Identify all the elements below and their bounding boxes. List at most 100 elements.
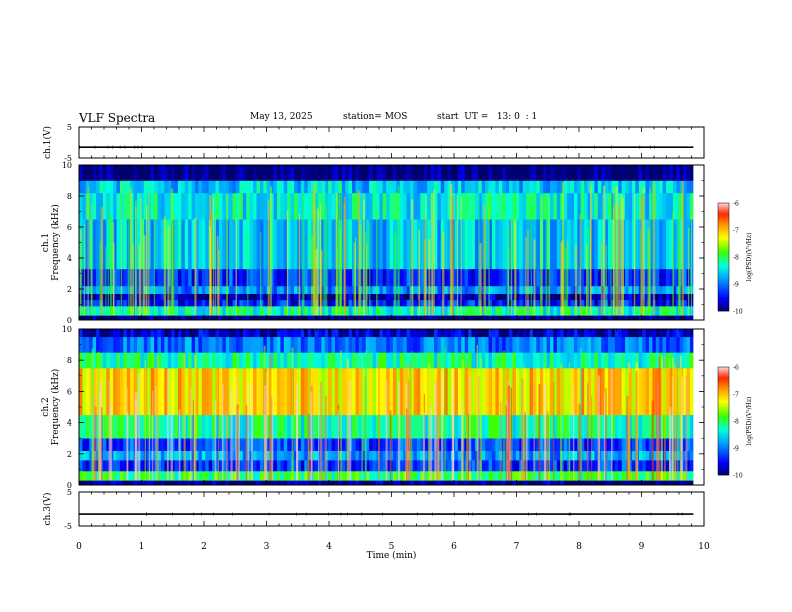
spectrogram-cell <box>597 285 602 294</box>
spectrogram-cell <box>631 480 636 486</box>
spectrogram-cell <box>198 165 203 181</box>
spectrogram-cell <box>386 180 391 194</box>
spectrogram-cell <box>488 306 493 316</box>
spectrogram-cell <box>515 352 520 369</box>
spectrogram-cell <box>666 219 670 270</box>
spectrogram-cell <box>539 368 544 416</box>
spectrogram-cell <box>338 315 343 321</box>
spectrogram-cell <box>451 329 455 338</box>
spectrogram-cell <box>471 368 476 416</box>
spectrogram-cell <box>259 165 264 181</box>
spectrogram-cell <box>294 438 298 451</box>
spectrogram-cell <box>580 336 585 353</box>
spectrogram-cell <box>276 460 281 472</box>
burst-mark <box>685 375 688 481</box>
spectrogram-cell <box>625 192 629 220</box>
spectrogram-cell <box>512 165 517 181</box>
spectrogram-cell <box>147 352 152 369</box>
spectrogram-cell <box>621 180 626 194</box>
spectrogram-cell <box>577 268 582 287</box>
spectrogram-cell <box>372 315 377 321</box>
spectrogram-cell <box>382 180 387 194</box>
spectrogram-cell <box>307 352 312 369</box>
spectrogram-cell <box>437 480 442 486</box>
spectrogram-cell <box>328 315 332 321</box>
spectrogram-cell <box>509 165 513 181</box>
spectrogram-cell <box>481 450 486 461</box>
spectrogram-cell <box>635 192 640 220</box>
burst-mark <box>217 365 220 481</box>
spectrogram-cell <box>365 329 370 338</box>
burst-mark <box>635 370 638 481</box>
spectrogram-cell <box>338 480 343 486</box>
spectrogram-cell <box>618 336 623 353</box>
spectrogram-cell <box>474 293 479 301</box>
spectrogram-cell <box>181 268 186 287</box>
spectrogram-cell <box>454 450 459 461</box>
spectrogram-cell <box>225 165 230 181</box>
spectrogram-cell <box>573 352 578 369</box>
spectrogram-cell <box>638 450 643 461</box>
spectrogram-cell <box>491 460 496 472</box>
spectrogram-cell <box>683 368 687 416</box>
burst-mark <box>319 204 322 316</box>
spectrogram-cell <box>324 368 329 416</box>
spectrogram-cell <box>273 368 278 416</box>
spectrogram-cell <box>522 368 527 416</box>
spectrogram-cell <box>413 460 418 472</box>
spectrogram-cell <box>601 450 606 461</box>
spectrogram-cell <box>300 450 305 461</box>
spectrogram-cell <box>287 336 292 353</box>
burst-mark <box>343 196 347 316</box>
spectrogram-cell <box>440 165 445 181</box>
x-tick-label: 2 <box>201 542 207 552</box>
spectrogram-cell <box>113 192 117 220</box>
burst-mark <box>467 413 469 481</box>
spectrogram-cell <box>666 460 670 472</box>
spectrogram-cell <box>102 368 107 416</box>
spectrogram-cell <box>79 192 83 220</box>
spectrogram-cell <box>686 352 691 369</box>
spectrogram-cell <box>341 336 346 353</box>
spectrogram-cell <box>614 470 619 481</box>
spectrogram-cell <box>649 299 653 307</box>
spectrogram-cell <box>590 470 595 481</box>
spectrogram-cell <box>341 165 346 181</box>
spectrogram-cell <box>608 438 612 451</box>
spectrogram-cell <box>672 352 677 369</box>
spectrogram-cell <box>461 165 466 181</box>
burst-mark <box>313 184 315 316</box>
spectrogram-cell <box>116 352 121 369</box>
burst-mark <box>560 242 563 316</box>
spectrogram-cell <box>290 192 295 220</box>
spectrogram-cell <box>143 480 148 486</box>
spectrogram-cell <box>563 165 568 181</box>
spectrogram-cell <box>584 336 588 353</box>
spectrogram-cell <box>577 299 582 307</box>
burst-mark <box>105 246 107 316</box>
spectrogram-cell <box>679 165 684 181</box>
spectrogram-cell <box>249 352 254 369</box>
spectrogram-cell <box>420 352 425 369</box>
spectrogram-cell <box>379 438 384 451</box>
spectrogram-cell <box>345 219 350 270</box>
spectrogram-cell <box>655 329 660 338</box>
spectrogram-cell <box>577 293 582 301</box>
spectrogram-cell <box>331 460 336 472</box>
spectrogram-cell <box>123 285 128 294</box>
spectrogram-cell <box>283 329 288 338</box>
burst-mark <box>212 197 214 316</box>
spectrogram-cell <box>642 368 646 416</box>
spectrogram-cell <box>79 414 83 439</box>
spectrogram-cell <box>611 438 616 451</box>
spectrogram-cell <box>386 352 391 369</box>
spectrogram-cell <box>614 460 619 472</box>
spectrogram-cell <box>266 352 271 369</box>
spectrogram-cell <box>208 352 213 369</box>
burst-mark <box>155 386 157 481</box>
spectrogram-cell <box>154 293 158 301</box>
spectrogram-cell <box>416 460 421 472</box>
spectrogram-cell <box>314 192 319 220</box>
burst-mark <box>431 193 433 316</box>
spectrogram-cell <box>491 285 496 294</box>
